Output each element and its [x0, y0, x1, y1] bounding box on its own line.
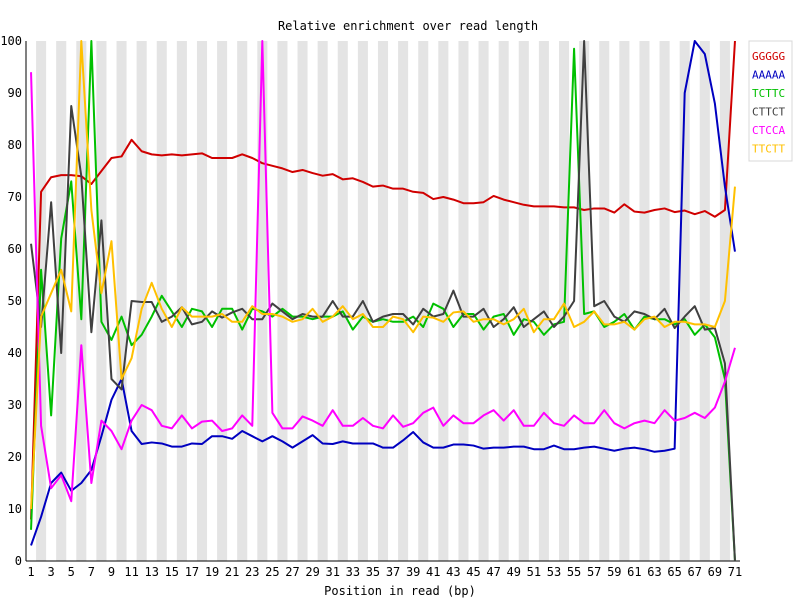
y-tick-label: 90 — [8, 86, 22, 100]
x-tick-label: 1 — [27, 565, 34, 579]
background-band — [237, 41, 248, 561]
x-tick-label: 27 — [285, 565, 299, 579]
x-tick-label: 57 — [587, 565, 601, 579]
series-line-ggggg — [30, 40, 736, 520]
background-band — [217, 41, 228, 561]
background-band — [659, 41, 670, 561]
background-band — [136, 41, 147, 561]
x-tick-label: 43 — [446, 565, 460, 579]
background-band — [176, 41, 187, 561]
legend-entry-aaaaa: AAAAA — [752, 69, 785, 82]
background-band — [196, 41, 208, 561]
x-axis-label: Position in read (bp) — [324, 584, 476, 598]
x-tick-label: 7 — [88, 565, 95, 579]
x-tick-label: 47 — [486, 565, 500, 579]
background-band — [679, 41, 690, 561]
background-band — [317, 41, 328, 561]
y-tick-label: 70 — [8, 190, 22, 204]
background-band — [538, 41, 549, 561]
x-tick-labels: 1 3 5 7 9 11 13 15 17 19 21 23 25 27 29 31 33 35 37 39 41 43 4… — [27, 565, 742, 579]
y-tick-label: 40 — [8, 346, 22, 360]
chart-title: Relative enrichment over read length — [278, 19, 538, 33]
x-tick-label: 71 — [728, 565, 742, 579]
background-band — [36, 41, 47, 561]
x-tick-label: 31 — [325, 565, 339, 579]
background-band — [458, 41, 469, 561]
background-band — [398, 41, 409, 561]
x-tick-label: 13 — [144, 565, 158, 579]
x-tick-label: 35 — [366, 565, 380, 579]
background-band — [277, 41, 288, 561]
y-tick-label: 60 — [8, 242, 22, 256]
legend-box — [748, 40, 793, 162]
x-tick-label: 63 — [647, 565, 661, 579]
series-line-aaaaa — [30, 40, 736, 546]
background-band — [56, 41, 67, 561]
legend-entry-cttct: CTTCT — [752, 106, 785, 119]
x-tick-label: 41 — [426, 565, 440, 579]
y-tick-label: 80 — [8, 138, 22, 152]
background-band — [156, 41, 167, 561]
y-tick-label: 10 — [8, 502, 22, 516]
background-band — [257, 41, 268, 561]
x-tick-label: 3 — [48, 565, 55, 579]
legend-entry-ctcca: CTCCA — [752, 124, 785, 137]
x-tick-label: 11 — [124, 565, 138, 579]
x-tick-label: 53 — [547, 565, 561, 579]
y-tick-label: 50 — [8, 294, 22, 308]
legend-entry-ggggg: GGGGG — [752, 50, 785, 63]
x-tick-label: 33 — [346, 565, 360, 579]
background-band — [478, 41, 489, 561]
background-band — [297, 41, 308, 561]
series-line-ctcca — [30, 40, 736, 503]
x-tick-label: 49 — [507, 565, 521, 579]
x-tick-label: 9 — [108, 565, 115, 579]
y-tick-label: 0 — [15, 554, 22, 568]
background-band — [498, 41, 509, 561]
background-band — [438, 41, 449, 561]
series-line-ttctt — [30, 40, 736, 510]
background-band — [699, 41, 710, 561]
y-tick-labels: 0 10 20 30 40 50 60 70 80 90 100 — [0, 34, 22, 568]
background-band — [619, 41, 630, 561]
background-band — [116, 41, 127, 561]
legend-entry-ttctt: TTCTT — [752, 143, 785, 156]
x-tick-label: 5 — [68, 565, 75, 579]
x-tick-label: 67 — [688, 565, 702, 579]
x-tick-label: 55 — [567, 565, 581, 579]
x-tick-label: 69 — [708, 565, 722, 579]
series-line-cttct — [30, 40, 736, 562]
x-tick-label: 61 — [627, 565, 641, 579]
background-band — [337, 41, 348, 561]
x-tick-label: 29 — [305, 565, 319, 579]
x-tick-label: 19 — [205, 565, 219, 579]
background-band — [639, 41, 650, 561]
x-tick-label: 39 — [406, 565, 420, 579]
x-tick-label: 15 — [165, 565, 179, 579]
x-tick-label: 23 — [245, 565, 259, 579]
legend: GGGGG AAAAA TCTTC CTTCT CTCCA TTCTT — [748, 40, 793, 162]
x-tick-label: 25 — [265, 565, 279, 579]
x-tick-label: 21 — [225, 565, 239, 579]
x-tick-label: 37 — [386, 565, 400, 579]
x-tick-label: 65 — [667, 565, 681, 579]
background-band — [418, 41, 429, 561]
background-band — [377, 41, 389, 561]
x-tick-label: 17 — [185, 565, 199, 579]
series-lines — [30, 40, 736, 562]
x-tick-label: 45 — [466, 565, 480, 579]
y-tick-label: 30 — [8, 398, 22, 412]
y-tick-label: 100 — [0, 34, 22, 48]
x-tick-label: 51 — [527, 565, 541, 579]
background-band — [518, 41, 529, 561]
y-tick-label: 20 — [8, 450, 22, 464]
legend-entry-tcttc: TCTTC — [752, 87, 785, 100]
x-tick-label: 59 — [607, 565, 621, 579]
axes — [25, 41, 740, 562]
